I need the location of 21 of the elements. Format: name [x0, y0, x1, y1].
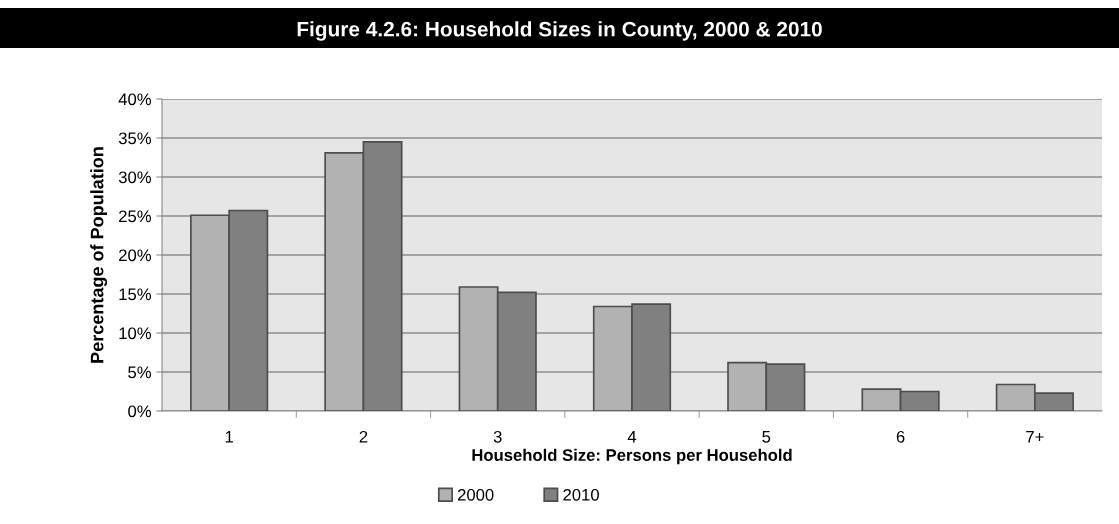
y-tick-label: 10%	[119, 327, 151, 340]
y-tick-label: 40%	[118, 93, 151, 106]
y-tick-label: 5%	[128, 366, 151, 379]
legend-label: 2000	[457, 488, 494, 501]
y-tick-label: 30%	[118, 171, 151, 184]
x-tick-label: 7+	[1026, 431, 1044, 443]
y-tick-label: 25%	[119, 210, 151, 223]
legend-label: 2010	[563, 488, 599, 501]
x-axis-title: Household Size: Persons per Household	[472, 448, 792, 465]
chart-title: Figure 4.2.6: Household Sizes in County, 2000 & 2010	[297, 21, 822, 41]
y-tick-label: 15%	[119, 288, 151, 301]
y-tick-label: 0%	[128, 405, 151, 418]
y-tick-label: 35%	[118, 132, 151, 145]
x-tick-label: 2	[359, 430, 368, 443]
x-tick-label: 3	[493, 430, 502, 443]
x-tick-label: 4	[627, 431, 637, 443]
y-tick-label: 20%	[119, 249, 151, 262]
x-tick-label: 5	[762, 431, 771, 443]
x-tick-label: 6	[896, 430, 905, 443]
x-tick-label: 1	[225, 431, 233, 443]
y-axis-title: Percentage of Population	[90, 147, 108, 363]
